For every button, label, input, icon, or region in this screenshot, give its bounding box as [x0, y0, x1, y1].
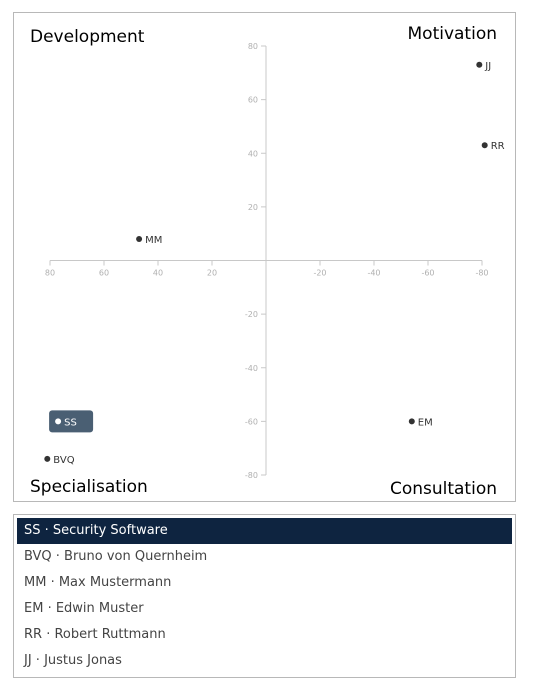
data-point — [55, 418, 62, 425]
data-point-label: JJ — [484, 61, 491, 72]
data-point-label: BVQ — [53, 455, 74, 466]
data-point-label: MM — [145, 235, 162, 246]
list-item[interactable]: SS · Security Software — [17, 518, 512, 544]
x-tick-label: 20 — [207, 269, 217, 278]
quadrant-label-consultation: Consultation — [389, 479, 497, 499]
y-tick-label: -40 — [245, 364, 258, 373]
list-item[interactable]: MM · Max Mustermann — [24, 575, 172, 590]
y-tick-label: -20 — [245, 310, 258, 319]
list-item[interactable]: RR · Robert Ruttmann — [24, 627, 166, 642]
list-item[interactable]: EM · Edwin Muster — [24, 601, 144, 616]
y-tick-label: 40 — [248, 149, 258, 158]
data-point-label: SS — [64, 417, 77, 428]
quadrant-label-development: Development — [30, 27, 145, 47]
x-tick-label: -60 — [421, 269, 434, 278]
x-tick-label: -40 — [367, 269, 380, 278]
data-point — [481, 142, 488, 149]
chart-panel: 80 60 40 20 -20 -40 -60 -80 80 60 40 20 -20 -40 -60 -80… — [13, 12, 516, 502]
quadrant-label-specialisation: Specialisation — [30, 477, 148, 497]
selected-point-badge — [49, 410, 94, 433]
y-tick-label: 20 — [248, 203, 258, 212]
data-point — [136, 236, 143, 243]
x-tick-label: 60 — [99, 269, 109, 278]
data-point — [476, 61, 483, 68]
scatter-plot: 80 60 40 20 -20 -40 -60 -80 80 60 40 20 -20 -40 -60 -80… — [44, 42, 505, 480]
list-item[interactable]: BVQ · Bruno von Quernheim — [24, 549, 208, 564]
x-tick-label: 80 — [45, 269, 55, 278]
quadrant-label-motivation: Motivation — [407, 24, 498, 44]
y-tick-label: -60 — [245, 417, 258, 426]
y-tick-label: -80 — [245, 471, 258, 480]
people-list: SS · Security Software BVQ · Bruno von Qu… — [13, 514, 516, 678]
list-item[interactable]: JJ · Justus Jonas — [24, 653, 122, 668]
data-point-label: EM — [418, 417, 433, 428]
x-tick-label: -80 — [475, 269, 488, 278]
x-tick-label: 40 — [153, 269, 163, 278]
y-tick-label: 80 — [248, 42, 258, 51]
data-point-label: RR — [491, 141, 505, 152]
data-point — [44, 455, 51, 462]
data-point — [408, 418, 415, 425]
x-tick-label: -20 — [313, 269, 326, 278]
y-tick-label: 60 — [248, 96, 258, 105]
